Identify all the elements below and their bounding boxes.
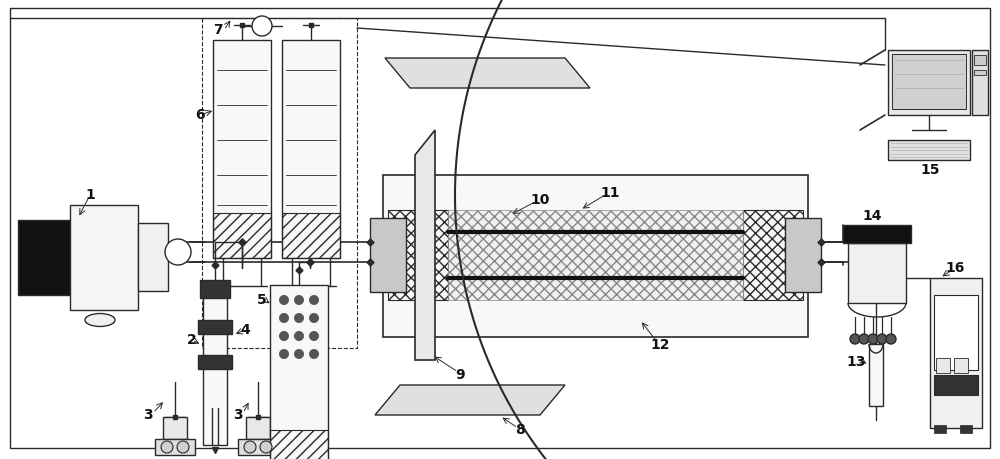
Circle shape [868,334,878,344]
Text: 14: 14 [862,209,882,223]
Bar [954,358,968,373]
Bar [163,417,187,439]
Bar [138,223,168,291]
Circle shape [309,349,319,359]
Circle shape [309,313,319,323]
Bar [869,344,883,406]
Bar [383,175,808,337]
Circle shape [279,349,289,359]
Circle shape [309,331,319,341]
Bar [198,355,232,369]
Bar [213,40,271,258]
Bar [888,140,970,160]
Circle shape [294,313,304,323]
Bar [270,430,328,459]
Bar [270,285,328,459]
Text: 13: 13 [846,355,866,369]
Circle shape [309,295,319,305]
Bar [203,285,227,445]
Bar [370,218,406,292]
Ellipse shape [85,313,115,326]
Text: 4: 4 [240,323,250,337]
Bar [200,280,230,298]
Bar [934,295,978,370]
Bar [785,218,821,292]
Bar [448,210,743,300]
Text: 7: 7 [213,23,223,37]
Circle shape [177,441,189,453]
Bar [282,213,340,258]
Bar [198,320,232,334]
Circle shape [294,349,304,359]
Circle shape [886,334,896,344]
Polygon shape [385,58,590,88]
Bar [972,50,988,115]
Bar [155,439,195,455]
Text: 1: 1 [85,188,95,202]
Text: 8: 8 [515,423,525,437]
Bar [934,375,978,395]
Circle shape [294,295,304,305]
Bar [238,439,278,455]
Text: 6: 6 [195,108,205,122]
Bar [246,417,270,439]
Text: 15: 15 [920,163,940,177]
Circle shape [877,334,887,344]
Bar [888,50,970,115]
Circle shape [279,313,289,323]
Bar [936,358,950,373]
Circle shape [161,441,173,453]
Text: 10: 10 [530,193,550,207]
Text: 16: 16 [945,261,965,275]
Polygon shape [415,130,435,360]
Text: 12: 12 [650,338,670,352]
Bar [960,425,972,433]
Bar [974,55,986,65]
Circle shape [850,334,860,344]
Circle shape [244,441,256,453]
Circle shape [252,16,272,36]
Text: 3: 3 [233,408,243,422]
Bar [930,278,982,428]
Text: 9: 9 [455,368,465,382]
Polygon shape [375,385,565,415]
Bar [848,243,906,303]
Bar [934,425,946,433]
Text: 2: 2 [187,333,197,347]
Bar [213,213,271,258]
Circle shape [294,331,304,341]
Bar [18,220,70,295]
Bar [202,18,357,348]
Text: 11: 11 [600,186,620,200]
Bar [743,210,803,300]
Circle shape [260,441,272,453]
Bar [974,70,986,75]
Bar [892,54,966,109]
Text: 5: 5 [257,293,267,307]
Bar [843,225,911,243]
Bar [70,205,138,310]
Bar [282,40,340,258]
Circle shape [859,334,869,344]
Bar [388,210,448,300]
Circle shape [165,239,191,265]
Circle shape [279,295,289,305]
Text: 3: 3 [143,408,153,422]
Circle shape [279,331,289,341]
